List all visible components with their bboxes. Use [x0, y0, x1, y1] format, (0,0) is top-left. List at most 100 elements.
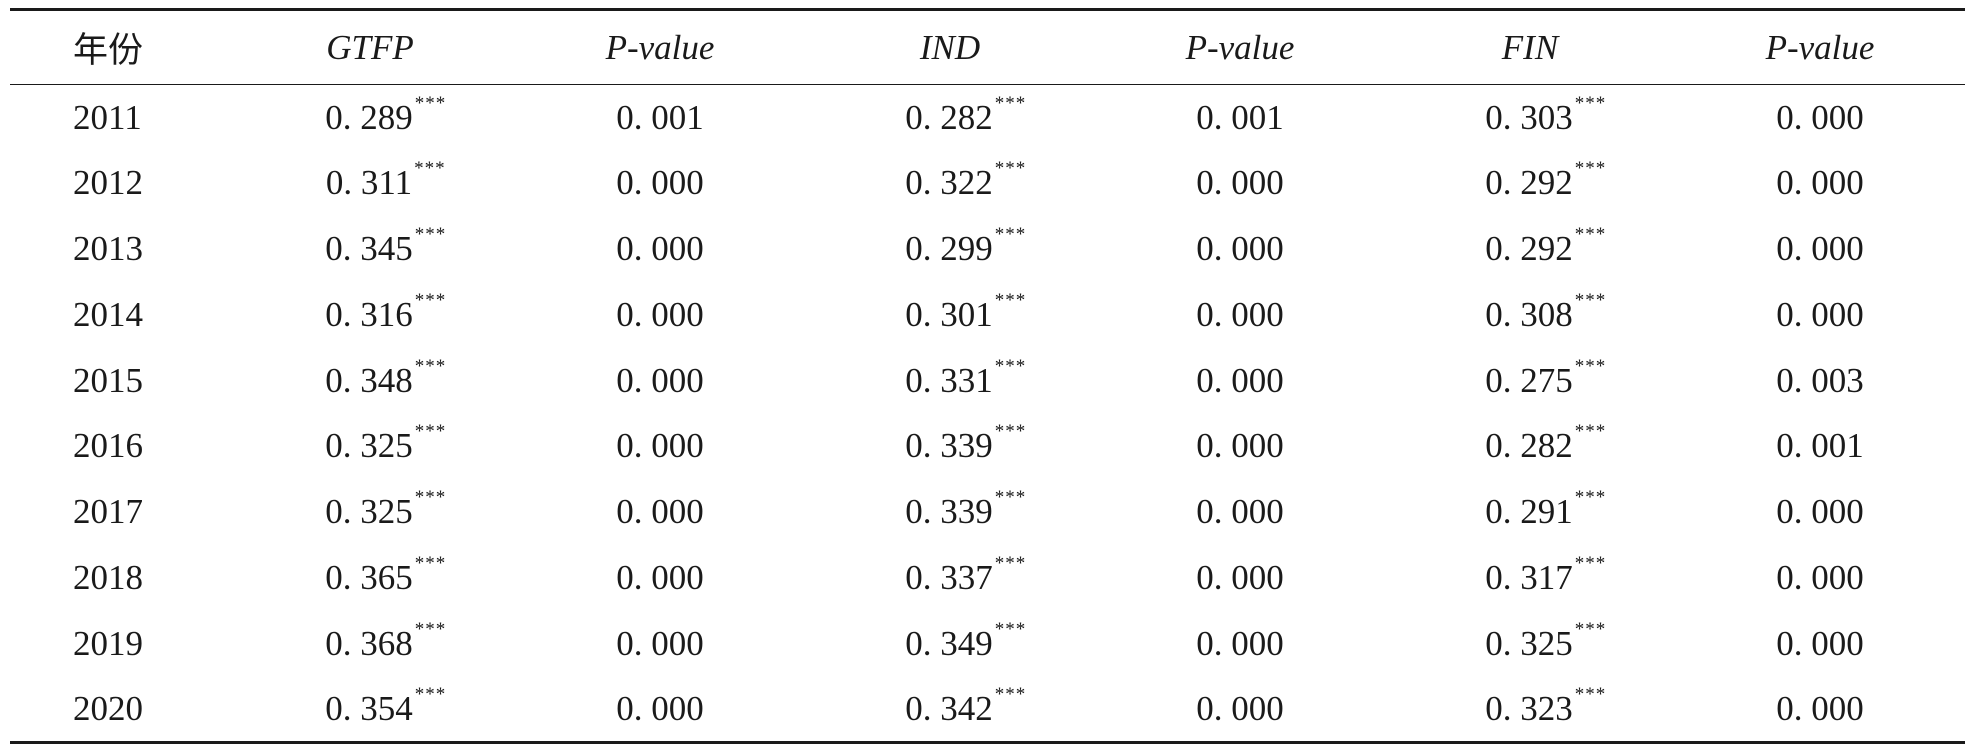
gtfp-pvalue-cell: 0. 000: [616, 228, 704, 268]
table-row: 2018 0. 365 *** 0. 000 0. 337 *** 0. 000 0…: [10, 545, 1965, 611]
fin-cell: 0. 325 ***: [1385, 611, 1675, 677]
year-cell: 2016: [73, 426, 143, 466]
fin-cell: 0. 292 ***: [1385, 216, 1675, 282]
fin-value: 0. 303 ***: [1485, 92, 1607, 137]
gtfp-significance-stars: ***: [414, 158, 446, 180]
ind-value: 0. 331 ***: [905, 355, 1027, 400]
year-cell: 2012: [73, 163, 143, 203]
ind-cell: 0. 339 ***: [805, 479, 1095, 545]
gtfp-pvalue-cell: 0. 001: [616, 97, 704, 137]
ind-significance-stars: ***: [994, 289, 1027, 311]
fin-pvalue-cell: 0. 001: [1776, 426, 1864, 466]
header-fin-pvalue: P-value: [1675, 9, 1965, 85]
gtfp-pvalue-cell: 0. 000: [616, 492, 704, 532]
ind-value: 0. 339 ***: [905, 421, 1027, 466]
year-cell: 2014: [73, 294, 143, 334]
ind-value: 0. 349 ***: [905, 618, 1027, 663]
header-gtfp: GTFP: [225, 9, 515, 85]
fin-cell: 0. 323 ***: [1385, 676, 1675, 744]
ind-pvalue-cell: 0. 000: [1196, 557, 1284, 597]
fin-significance-stars: ***: [1574, 158, 1607, 180]
ind-value: 0. 337 ***: [905, 552, 1027, 597]
ind-cell: 0. 339 ***: [805, 413, 1095, 479]
gtfp-cell: 0. 316 ***: [225, 282, 515, 348]
header-gtfp-pvalue: P-value: [515, 9, 805, 85]
table-body: 2011 0. 289 *** 0. 001 0. 282 *** 0. 001 0…: [10, 85, 1965, 744]
year-cell: 2011: [73, 97, 142, 137]
gtfp-cell: 0. 325 ***: [225, 479, 515, 545]
ind-cell: 0. 331 ***: [805, 348, 1095, 414]
fin-pvalue-cell: 0. 000: [1776, 97, 1864, 137]
fin-value: 0. 282 ***: [1485, 421, 1607, 466]
ind-cell: 0. 349 ***: [805, 611, 1095, 677]
fin-value: 0. 275 ***: [1485, 355, 1607, 400]
fin-cell: 0. 275 ***: [1385, 348, 1675, 414]
fin-cell: 0. 282 ***: [1385, 413, 1675, 479]
ind-cell: 0. 322 ***: [805, 150, 1095, 216]
fin-pvalue-cell: 0. 000: [1776, 623, 1864, 663]
ind-value: 0. 282 ***: [905, 92, 1027, 137]
fin-pvalue-cell: 0. 000: [1776, 163, 1864, 203]
ind-pvalue-cell: 0. 000: [1196, 228, 1284, 268]
gtfp-value: 0. 289 ***: [325, 92, 447, 137]
fin-value: 0. 317 ***: [1485, 552, 1607, 597]
gtfp-value: 0. 348 ***: [325, 355, 447, 400]
results-table: 年份 GTFP P-value IND P-value FIN P-value …: [10, 8, 1965, 744]
ind-cell: 0. 337 ***: [805, 545, 1095, 611]
gtfp-pvalue-cell: 0. 000: [616, 623, 704, 663]
fin-value: 0. 323 ***: [1485, 683, 1607, 728]
fin-significance-stars: ***: [1574, 92, 1607, 114]
ind-cell: 0. 301 ***: [805, 282, 1095, 348]
gtfp-cell: 0. 311 ***: [225, 150, 515, 216]
table-row: 2013 0. 345 *** 0. 000 0. 299 *** 0. 000 0…: [10, 216, 1965, 282]
gtfp-significance-stars: ***: [414, 683, 447, 705]
fin-value: 0. 308 ***: [1485, 289, 1607, 334]
fin-pvalue-cell: 0. 000: [1776, 228, 1864, 268]
ind-pvalue-cell: 0. 000: [1196, 426, 1284, 466]
ind-cell: 0. 282 ***: [805, 85, 1095, 151]
year-cell: 2015: [73, 360, 143, 400]
table-row: 2019 0. 368 *** 0. 000 0. 349 *** 0. 000 0…: [10, 611, 1965, 677]
fin-significance-stars: ***: [1574, 223, 1607, 245]
fin-pvalue-cell: 0. 000: [1776, 294, 1864, 334]
gtfp-pvalue-cell: 0. 000: [616, 294, 704, 334]
gtfp-cell: 0. 289 ***: [225, 85, 515, 151]
ind-pvalue-cell: 0. 000: [1196, 294, 1284, 334]
gtfp-significance-stars: ***: [414, 552, 447, 574]
ind-pvalue-cell: 0. 000: [1196, 360, 1284, 400]
gtfp-significance-stars: ***: [414, 92, 447, 114]
gtfp-cell: 0. 368 ***: [225, 611, 515, 677]
year-cell: 2013: [73, 228, 143, 268]
ind-pvalue-cell: 0. 000: [1196, 492, 1284, 532]
table-row: 2011 0. 289 *** 0. 001 0. 282 *** 0. 001 0…: [10, 85, 1965, 151]
table-header: 年份 GTFP P-value IND P-value FIN P-value: [10, 9, 1965, 85]
header-ind-pvalue: P-value: [1095, 9, 1385, 85]
fin-significance-stars: ***: [1574, 421, 1607, 443]
gtfp-cell: 0. 325 ***: [225, 413, 515, 479]
ind-significance-stars: ***: [994, 421, 1027, 443]
fin-cell: 0. 292 ***: [1385, 150, 1675, 216]
ind-cell: 0. 342 ***: [805, 676, 1095, 744]
gtfp-cell: 0. 354 ***: [225, 676, 515, 744]
ind-significance-stars: ***: [994, 158, 1027, 180]
ind-value: 0. 339 ***: [905, 487, 1027, 532]
fin-significance-stars: ***: [1574, 355, 1607, 377]
gtfp-significance-stars: ***: [414, 618, 447, 640]
gtfp-cell: 0. 365 ***: [225, 545, 515, 611]
gtfp-value: 0. 325 ***: [325, 421, 447, 466]
header-row: 年份 GTFP P-value IND P-value FIN P-value: [10, 9, 1965, 85]
gtfp-significance-stars: ***: [414, 223, 447, 245]
ind-pvalue-cell: 0. 000: [1095, 676, 1385, 744]
fin-significance-stars: ***: [1574, 487, 1607, 509]
table-row: 2017 0. 325 *** 0. 000 0. 339 *** 0. 000 0…: [10, 479, 1965, 545]
ind-significance-stars: ***: [994, 223, 1027, 245]
gtfp-cell: 0. 348 ***: [225, 348, 515, 414]
year-cell: 2018: [73, 557, 143, 597]
ind-significance-stars: ***: [994, 355, 1027, 377]
table-row: 2015 0. 348 *** 0. 000 0. 331 *** 0. 000 0…: [10, 348, 1965, 414]
table-row: 2020 0. 354 *** 0. 000 0. 342 *** 0. 000 0…: [10, 676, 1965, 744]
fin-value: 0. 291 ***: [1485, 487, 1607, 532]
gtfp-pvalue-cell: 0. 000: [616, 163, 704, 203]
fin-cell: 0. 308 ***: [1385, 282, 1675, 348]
year-cell: 2017: [73, 492, 143, 532]
